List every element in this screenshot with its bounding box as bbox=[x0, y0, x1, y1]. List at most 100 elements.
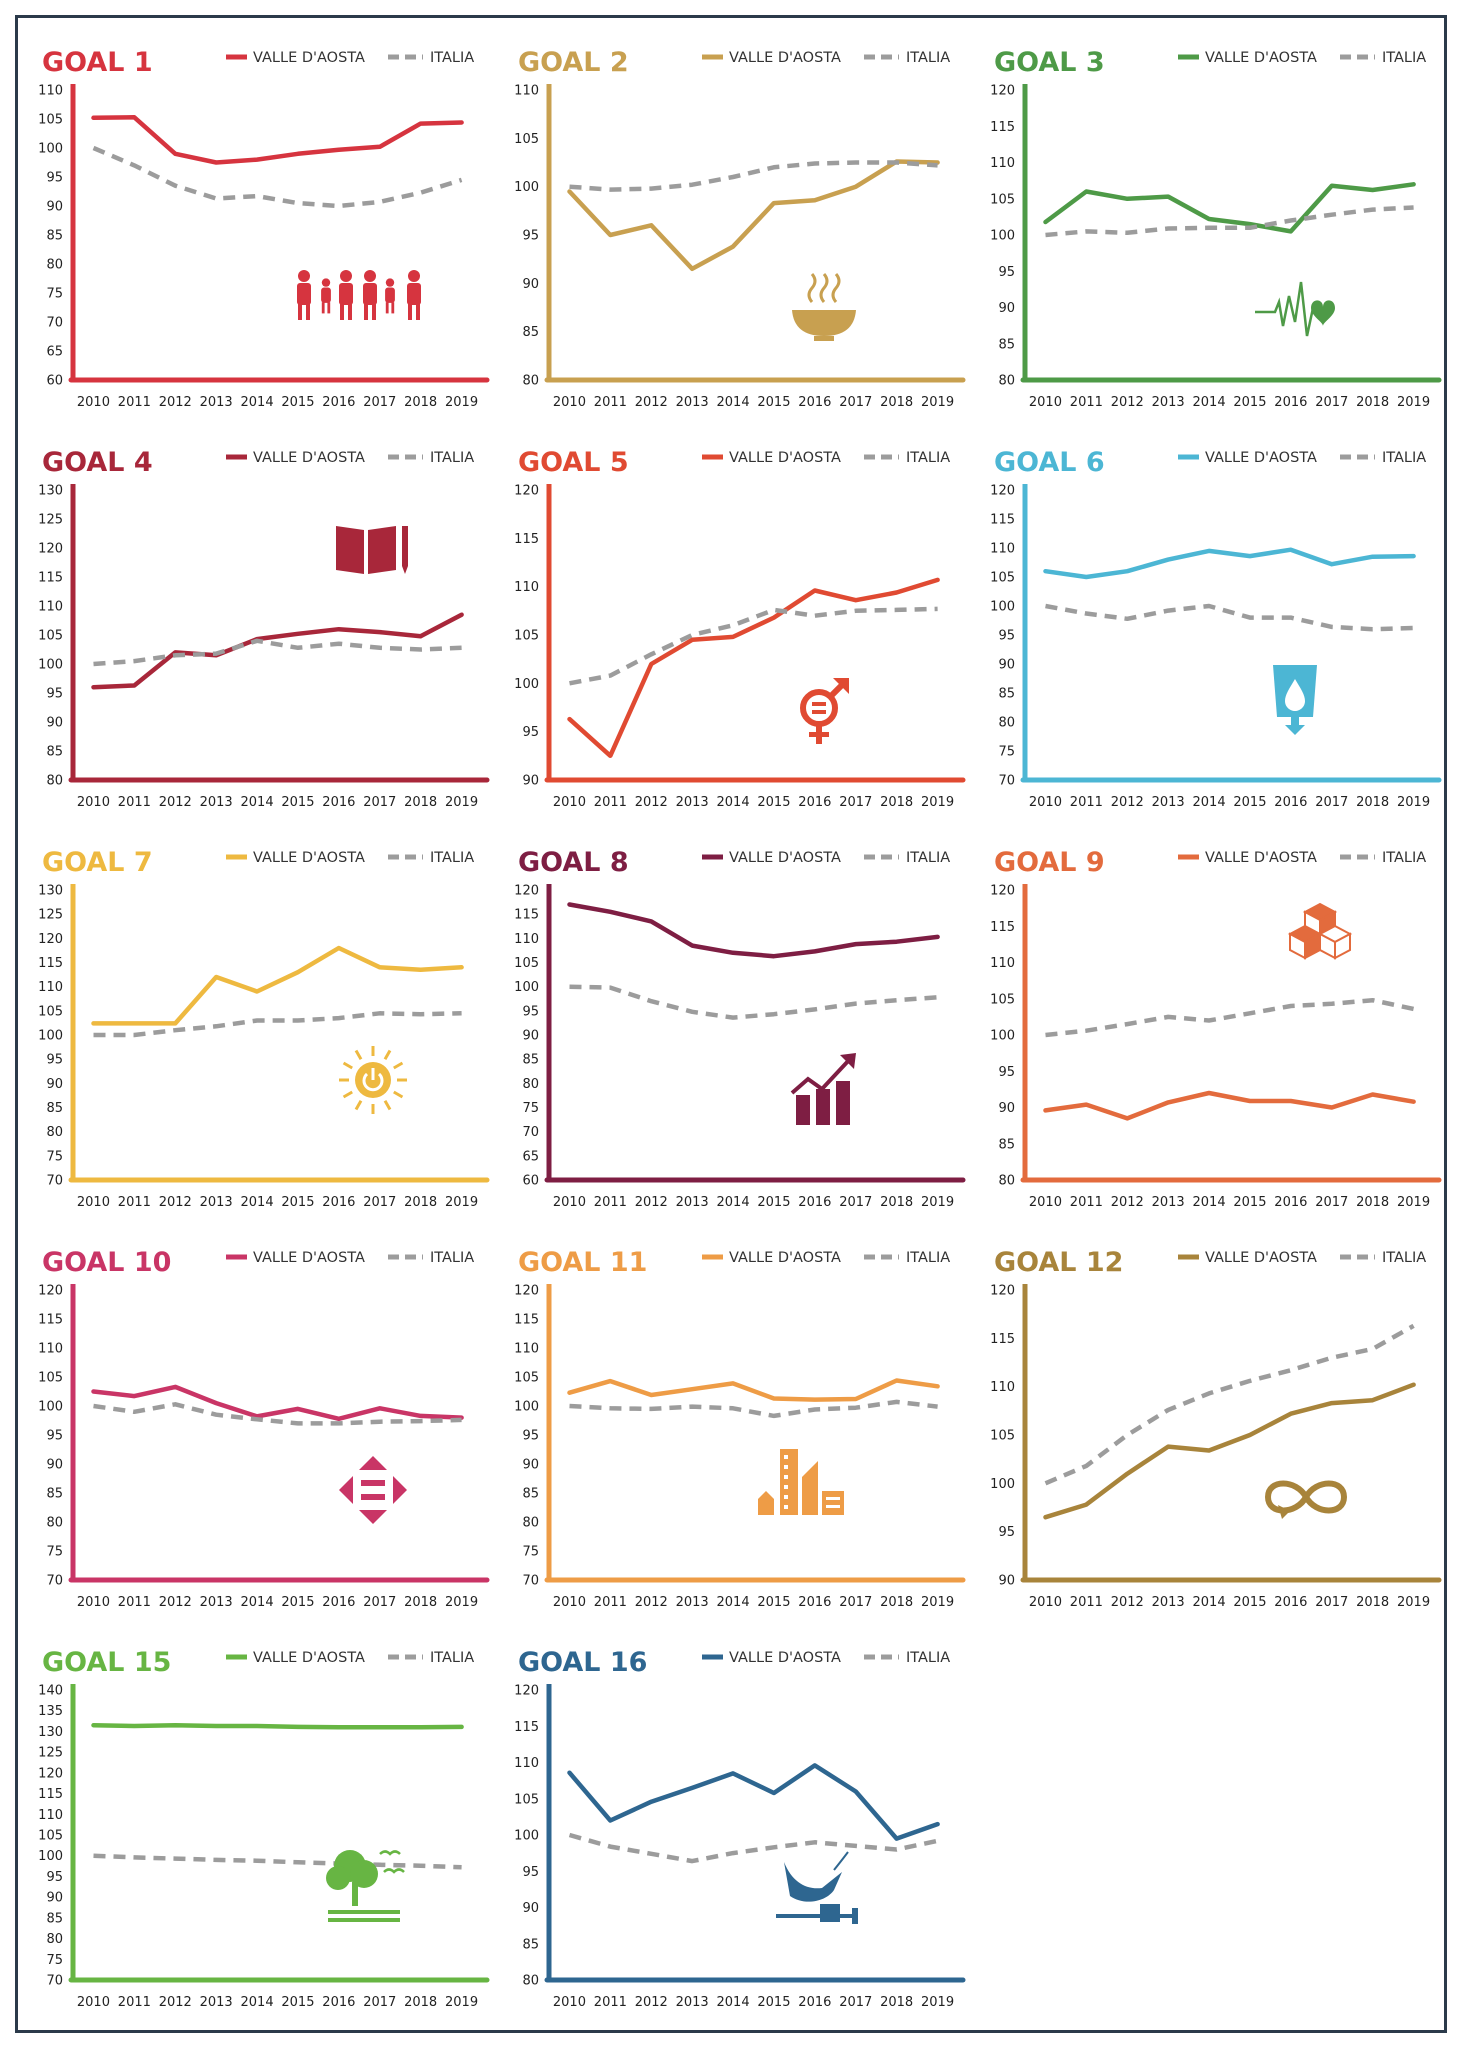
chart-title: GOAL 11 bbox=[518, 1247, 647, 1278]
y-tick-label: 75 bbox=[998, 745, 1015, 760]
y-tick-label: 105 bbox=[990, 571, 1015, 586]
y-tick-label: 95 bbox=[46, 1429, 63, 1444]
y-tick-label: 120 bbox=[38, 542, 63, 557]
y-tick-label: 130 bbox=[38, 484, 63, 499]
x-tick-label: 2012 bbox=[1111, 1595, 1144, 1610]
y-tick-label: 95 bbox=[998, 1065, 1015, 1080]
book-pencil-icon bbox=[336, 526, 408, 574]
x-tick-label: 2014 bbox=[717, 1595, 750, 1610]
x-tick-label: 2011 bbox=[118, 1195, 151, 1210]
x-tick-label: 2019 bbox=[921, 1195, 954, 1210]
y-tick-label: 115 bbox=[990, 513, 1015, 528]
legend-label-national: ITALIA bbox=[1382, 450, 1426, 466]
y-tick-label: 70 bbox=[46, 1974, 63, 1989]
x-tick-label: 2010 bbox=[553, 1195, 586, 1210]
x-tick-label: 2016 bbox=[798, 1595, 831, 1610]
x-tick-label: 2018 bbox=[404, 1595, 437, 1610]
x-tick-label: 2011 bbox=[594, 1195, 627, 1210]
x-tick-label: 2016 bbox=[322, 1995, 355, 2010]
series-line-national bbox=[569, 160, 938, 192]
x-tick-label: 2018 bbox=[1356, 395, 1389, 410]
series-line-national bbox=[93, 1853, 462, 1870]
chart-svg: GOAL 7 VALLE D'AOSTA ITALIA 70 75 80 85 90 95 100… bbox=[38, 847, 490, 1210]
y-tick-label: 90 bbox=[998, 658, 1015, 673]
x-tick-label: 2019 bbox=[921, 1595, 954, 1610]
x-tick-label: 2012 bbox=[159, 1995, 192, 2010]
x-tick-label: 2011 bbox=[1070, 1195, 1103, 1210]
x-tick-label: 2015 bbox=[281, 1995, 314, 2010]
x-tick-label: 2018 bbox=[404, 395, 437, 410]
y-tick-label: 110 bbox=[38, 980, 63, 995]
y-tick-label: 100 bbox=[38, 658, 63, 673]
x-tick-label: 2019 bbox=[445, 1595, 478, 1610]
chart-goal-7: GOAL 7 VALLE D'AOSTA ITALIA 70 75 80 85 90 95 100… bbox=[38, 840, 514, 1240]
y-tick-label: 95 bbox=[46, 687, 63, 702]
legend-label-region: VALLE D'AOSTA bbox=[1205, 450, 1317, 466]
y-tick-label: 80 bbox=[998, 374, 1015, 389]
y-tick-label: 90 bbox=[522, 774, 539, 789]
y-tick-label: 80 bbox=[46, 1932, 63, 1947]
x-tick-label: 2011 bbox=[1070, 795, 1103, 810]
y-tick-label: 115 bbox=[38, 956, 63, 971]
x-tick-label: 2012 bbox=[159, 1195, 192, 1210]
x-tick-label: 2015 bbox=[1233, 795, 1266, 810]
legend-label-national: ITALIA bbox=[906, 50, 950, 66]
y-tick-label: 75 bbox=[46, 1149, 63, 1164]
legend-label-national: ITALIA bbox=[906, 850, 950, 866]
series-line-region bbox=[91, 1384, 464, 1422]
x-tick-label: 2017 bbox=[363, 395, 396, 410]
y-tick-label: 110 bbox=[990, 1380, 1015, 1395]
chart-goal-2: GOAL 2 VALLE D'AOSTA ITALIA 80 85 90 95 100 105 1… bbox=[514, 40, 990, 440]
y-tick-label: 85 bbox=[998, 687, 1015, 702]
x-tick-label: 2015 bbox=[281, 1595, 314, 1610]
series-line-region bbox=[91, 1722, 464, 1730]
x-tick-label: 2017 bbox=[363, 795, 396, 810]
x-tick-label: 2010 bbox=[77, 795, 110, 810]
legend-label-region: VALLE D'AOSTA bbox=[729, 1250, 841, 1266]
x-tick-label: 2018 bbox=[1356, 1195, 1389, 1210]
y-tick-label: 90 bbox=[46, 1077, 63, 1092]
x-tick-label: 2019 bbox=[921, 1995, 954, 2010]
chart-svg: GOAL 5 VALLE D'AOSTA ITALIA 90 95 100 105 110 11… bbox=[514, 447, 966, 810]
series-line-national bbox=[1045, 205, 1414, 238]
y-tick-label: 80 bbox=[998, 716, 1015, 731]
x-tick-label: 2012 bbox=[1111, 395, 1144, 410]
y-tick-label: 110 bbox=[38, 1342, 63, 1357]
series-line-national bbox=[93, 638, 462, 667]
x-tick-label: 2014 bbox=[241, 1995, 274, 2010]
x-tick-label: 2019 bbox=[445, 795, 478, 810]
x-tick-label: 2013 bbox=[200, 395, 233, 410]
y-tick-label: 95 bbox=[46, 1053, 63, 1068]
chart-svg: GOAL 11 VALLE D'AOSTA ITALIA 70 75 80 85 90 95 10… bbox=[514, 1247, 966, 1610]
x-tick-label: 2010 bbox=[1029, 1595, 1062, 1610]
y-tick-label: 90 bbox=[46, 1458, 63, 1473]
chart-title: GOAL 2 bbox=[518, 47, 629, 78]
y-tick-label: 110 bbox=[514, 932, 539, 947]
chart-goal-3: GOAL 3 VALLE D'AOSTA ITALIA 80 85 90 95 100 105 1… bbox=[990, 40, 1464, 440]
chart-title: GOAL 9 bbox=[994, 847, 1105, 878]
dove-gavel-icon bbox=[776, 1851, 858, 1924]
series-line-national bbox=[93, 1011, 462, 1038]
legend-label-region: VALLE D'AOSTA bbox=[729, 450, 841, 466]
chart-goal-1: GOAL 1 VALLE D'AOSTA ITALIA 60 65 70 75 80 85 90 9… bbox=[38, 40, 514, 440]
x-tick-label: 2019 bbox=[445, 395, 478, 410]
series-line-region bbox=[567, 577, 940, 759]
equality-arrows-icon bbox=[339, 1456, 407, 1524]
chart-goal-6: GOAL 6 VALLE D'AOSTA ITALIA 70 75 80 85 90 95 100… bbox=[990, 440, 1464, 840]
y-tick-label: 110 bbox=[38, 84, 63, 99]
y-tick-label: 120 bbox=[514, 1284, 539, 1299]
y-tick-label: 100 bbox=[990, 1029, 1015, 1044]
x-tick-label: 2013 bbox=[676, 1195, 709, 1210]
x-tick-label: 2012 bbox=[635, 1595, 668, 1610]
legend-label-region: VALLE D'AOSTA bbox=[253, 50, 365, 66]
y-tick-label: 105 bbox=[990, 992, 1015, 1007]
y-tick-label: 95 bbox=[998, 265, 1015, 280]
y-tick-label: 115 bbox=[514, 1720, 539, 1735]
y-tick-label: 80 bbox=[522, 1516, 539, 1531]
x-tick-label: 2016 bbox=[798, 1195, 831, 1210]
x-tick-label: 2018 bbox=[404, 1995, 437, 2010]
y-tick-label: 120 bbox=[990, 1284, 1015, 1299]
food-bowl-icon bbox=[792, 273, 856, 341]
y-tick-label: 115 bbox=[990, 920, 1015, 935]
x-tick-label: 2010 bbox=[77, 1595, 110, 1610]
